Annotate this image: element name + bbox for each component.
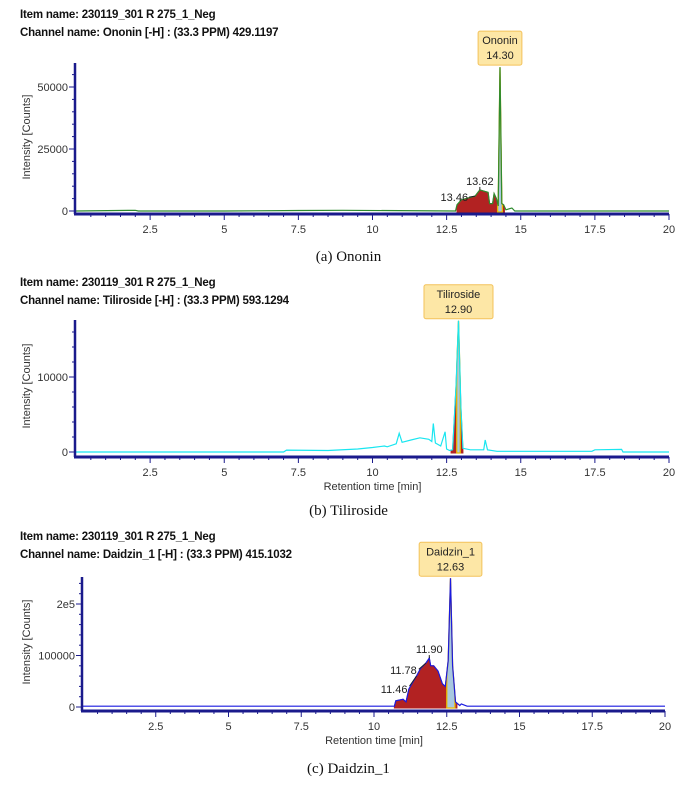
panel-a-main-peak-label-box (477, 30, 523, 66)
panel-c-y-axis-title: Intensity [Counts] (21, 600, 33, 685)
panel-c-item-name: Item name: 230119_301 R 275_1_Neg (20, 531, 216, 543)
panel-b-x-tick-label: 15 (515, 467, 527, 479)
panel-a-x-tick-label: 5 (221, 224, 227, 236)
panel-c-peak-rt-label: 11.78 (390, 665, 417, 677)
panel-a-x-tick-label: 10 (366, 224, 378, 236)
panel-b-item-name: Item name: 230119_301 R 275_1_Neg (20, 277, 216, 289)
panel-c-trace-line (83, 578, 665, 707)
panel-a-x-tick-label: 2.5 (142, 224, 157, 236)
panel-c-x-tick-label: 17.5 (582, 721, 603, 733)
panel-b-main-peak-label-box (423, 284, 494, 320)
panel-c-x-tick-label: 10 (368, 721, 380, 733)
panel-c-x-tick-label: 2.5 (148, 721, 163, 733)
panel-a-peak-rt-label: 13.46 (441, 192, 469, 204)
panel-c-y-tick-label: 2e5 (57, 599, 75, 611)
panel-c-y-tick-label: 0 (69, 702, 75, 714)
panel-c-main-peak-label-box (418, 541, 483, 577)
panel-b-channel-name: Channel name: Tiliroside [-H] : (33.3 PP… (20, 295, 289, 307)
panel-b-x-tick-label: 20 (663, 467, 675, 479)
panel-a-caption: (a) Ononin (315, 249, 382, 265)
panel-c-peak-rt-label: 11.46 (381, 684, 408, 696)
panel-b-y-tick-label: 10000 (37, 372, 68, 384)
panel-b-x-tick-label: 17.5 (584, 467, 605, 479)
panel-b-x-axis-title: Retention time [min] (324, 481, 422, 493)
panel-a-y-tick-label: 0 (62, 206, 68, 218)
panel-b-x-tick-label: 5 (221, 467, 227, 479)
panel-a-x-tick-label: 17.5 (584, 224, 605, 236)
panel-a-item-name: Item name: 230119_301 R 275_1_Neg (20, 9, 216, 21)
panel-b-x-tick-label: 7.5 (291, 467, 306, 479)
panel-a-channel-name: Channel name: Ononin [-H] : (33.3 PPM) 4… (20, 27, 279, 39)
panel-b-x-tick-label: 12.5 (436, 467, 457, 479)
panel-b-y-tick-label: 0 (62, 447, 68, 459)
panel-b-trace-line (76, 320, 669, 453)
panel-b-x-tick-label: 2.5 (142, 467, 157, 479)
panel-a-peak-rt-label: 13.62 (466, 176, 494, 188)
panel-c-x-tick-label: 20 (659, 721, 671, 733)
panel-b-caption: (b) Tiliroside (309, 503, 388, 519)
panel-b-main-peak-rt: 12.90 (445, 304, 473, 316)
panel-a-x-tick-label: 20 (663, 224, 675, 236)
panel-b-x-tick-label: 10 (366, 467, 378, 479)
panel-a-x-tick-label: 7.5 (291, 224, 306, 236)
panel-a-main-peak-name: Ononin (482, 35, 517, 47)
panel-c-y-tick-label: 100000 (38, 651, 75, 663)
panel-a-main-peak-rt: 14.30 (486, 50, 514, 62)
panel-c-peak-label-leader (418, 662, 427, 670)
panel-a-peak-label-leader (469, 195, 476, 198)
panel-c-x-tick-label: 7.5 (294, 721, 309, 733)
panel-a-x-tick-label: 15 (515, 224, 527, 236)
panel-a-y-tick-label: 25000 (37, 144, 68, 156)
panel-c-peak-rt-label: 11.90 (416, 644, 443, 656)
panel-c-x-axis-title: Retention time [min] (325, 735, 423, 747)
panel-c-x-tick-label: 5 (225, 721, 231, 733)
panel-a-trace-line (75, 67, 669, 212)
panel-c-x-tick-label: 15 (513, 721, 525, 733)
panel-c-channel-name: Channel name: Daidzin_1 [-H] : (33.3 PPM… (20, 549, 292, 561)
panel-c-peak-label-leader (409, 675, 417, 687)
panel-c-caption: (c) Daidzin_1 (307, 761, 390, 777)
panel-c-x-tick-label: 12.5 (436, 721, 457, 733)
panel-a-y-axis-title: Intensity [Counts] (21, 95, 33, 180)
panel-c-main-peak-rt: 12.63 (437, 561, 465, 573)
panel-a-x-tick-label: 12.5 (436, 224, 457, 236)
panel-b-y-axis-title: Intensity [Counts] (21, 344, 33, 429)
panel-a-y-tick-label: 50000 (37, 82, 68, 94)
panel-b-main-peak-name: Tiliroside (437, 289, 481, 301)
panel-c-main-peak-name: Daidzin_1 (426, 546, 475, 558)
